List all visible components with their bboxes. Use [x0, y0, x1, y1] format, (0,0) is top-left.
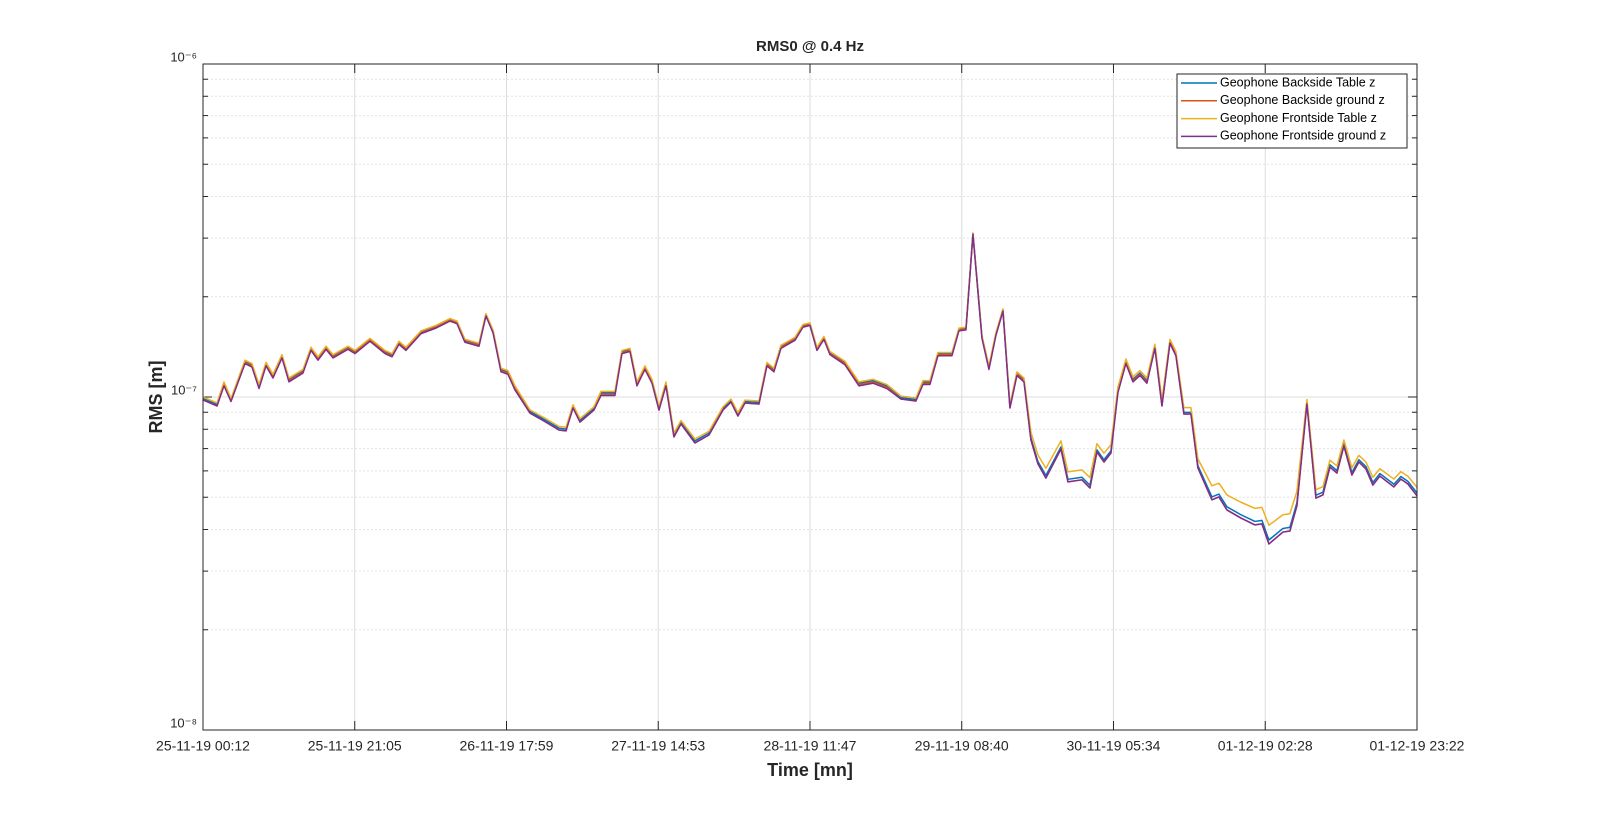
legend-label: Geophone Backside ground z: [1220, 93, 1385, 107]
x-tick-label: 26-11-19 17:59: [460, 738, 554, 754]
legend-label: Geophone Frontside Table z: [1220, 111, 1377, 125]
axes-box: [202, 63, 1418, 731]
x-tick-label: 01-12-19 02:28: [1218, 738, 1313, 754]
x-tick-label: 28-11-19 11:47: [764, 738, 857, 754]
series-line: [202, 232, 1418, 526]
legend-label: Geophone Backside Table z: [1220, 75, 1375, 89]
x-tick-label: 25-11-19 00:12: [156, 738, 250, 754]
x-tick-label: 01-12-19 23:22: [1369, 738, 1464, 754]
y-tick-label: 10⁻⁶: [170, 49, 197, 64]
x-tick-label: 27-11-19 14:53: [611, 738, 705, 754]
x-tick-label: 30-11-19 05:34: [1067, 738, 1161, 754]
y-axis-label: RMS [m]: [146, 361, 166, 434]
x-axis-label: Time [mn]: [767, 760, 853, 780]
legend-label: Geophone Frontside ground z: [1220, 129, 1386, 143]
legend-box: [1176, 73, 1408, 149]
y-tick-label: 10⁻⁸: [170, 715, 197, 730]
y-tick-label: 10⁻⁷: [171, 382, 197, 397]
x-tick-label: 25-11-19 21:05: [308, 738, 402, 754]
chart-title: RMS0 @ 0.4 Hz: [756, 38, 864, 55]
x-tick-label: 29-11-19 08:40: [915, 738, 1009, 754]
series-line: [202, 233, 1418, 545]
